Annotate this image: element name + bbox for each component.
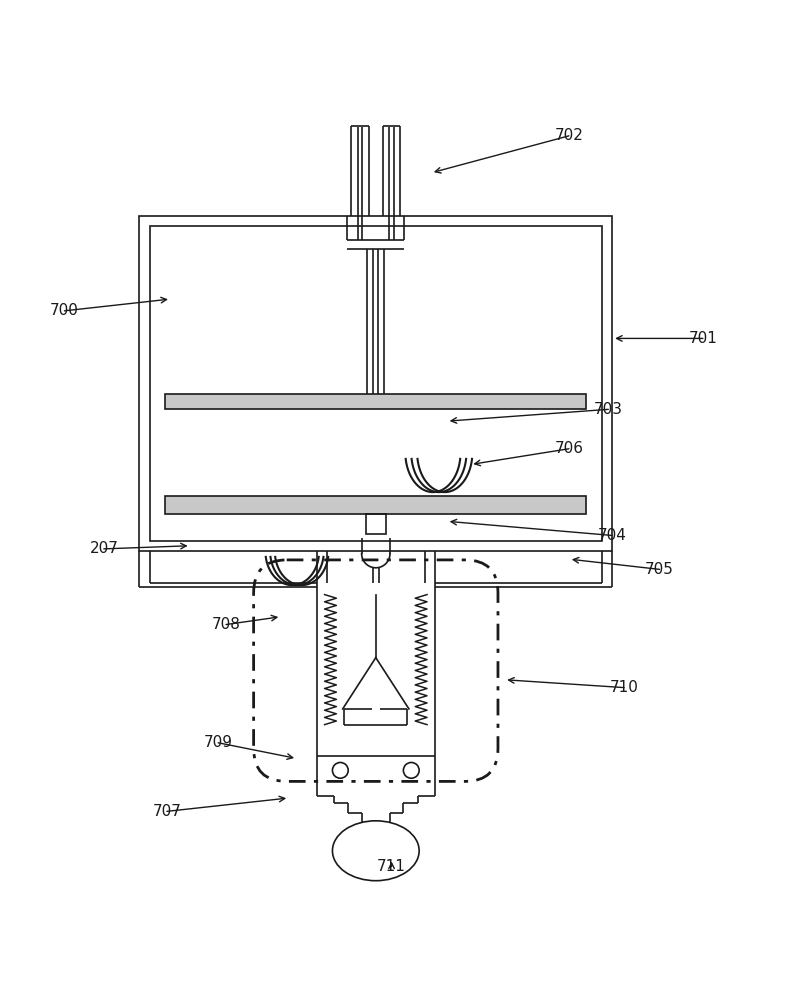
Text: 711: 711 [377, 859, 406, 874]
Text: 700: 700 [50, 303, 79, 318]
Text: 702: 702 [554, 128, 583, 143]
Text: 703: 703 [594, 402, 623, 417]
Text: 701: 701 [688, 331, 717, 346]
Bar [139, 216, 612, 551]
Bar [149, 226, 602, 541]
Text: 706: 706 [554, 441, 584, 456]
Text: 709: 709 [203, 735, 233, 750]
Text: 705: 705 [645, 562, 674, 577]
Text: 207: 207 [89, 541, 119, 556]
Text: 707: 707 [153, 804, 181, 819]
Text: 704: 704 [598, 528, 626, 543]
Text: 708: 708 [212, 617, 240, 632]
Bar [366, 514, 386, 534]
Text: 710: 710 [610, 680, 638, 695]
Bar [165, 394, 586, 409]
Bar [165, 496, 586, 514]
